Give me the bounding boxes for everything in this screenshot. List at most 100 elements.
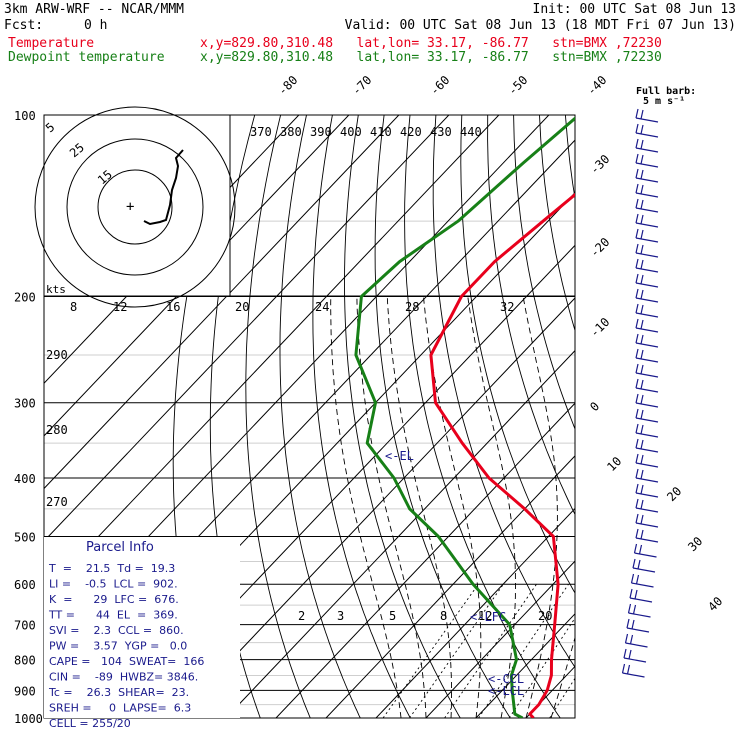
isotherm-label: -70 [349, 73, 374, 98]
parcel-row: SVI = 2.3 CCL = 860. [49, 624, 184, 637]
wind-barb-flag [640, 184, 644, 195]
wind-barb-flag [635, 333, 639, 344]
moist-adiabat-line [467, 296, 516, 718]
isotherm-label: -30 [587, 152, 612, 177]
wind-barb [635, 468, 659, 483]
wind-barb-flag [635, 528, 639, 539]
wind-barb-flag [635, 348, 639, 359]
wind-barb [635, 348, 659, 363]
wind-barb-staff [635, 147, 659, 153]
wind-barb-flag [635, 318, 639, 329]
wind-barb-staff [635, 297, 659, 303]
wind-barb-flag [635, 453, 639, 464]
moist-adiabat-line [386, 296, 452, 718]
wind-barb [635, 183, 659, 198]
wind-barb [635, 423, 659, 438]
adiabat-label: 280 [46, 423, 68, 437]
wind-barb-flag [635, 288, 639, 299]
wind-barb-staff [635, 312, 659, 318]
wind-barb-staff [635, 327, 659, 333]
isotherm-line [225, 349, 575, 718]
ccl-marker: <-CCL [488, 672, 524, 686]
isotherm-line [275, 402, 575, 718]
dry-adiabat-line [312, 115, 411, 718]
dry-adiabat-line [374, 115, 511, 718]
wind-barb [635, 438, 659, 453]
wind-barb [632, 558, 656, 573]
lcl-marker: <-LCL [488, 684, 524, 698]
parcel-title: Parcel Info [86, 540, 154, 555]
isotherm-line [425, 560, 575, 718]
wind-barb-staff [635, 252, 659, 258]
theta-label: 420 [400, 125, 422, 139]
wind-barb-flag [624, 633, 629, 644]
wind-barb-staff [635, 132, 659, 138]
wind-barb [627, 603, 651, 618]
wind-barb-flag [640, 454, 644, 465]
wind-barb-staff [625, 642, 648, 648]
wind-barb-staff [635, 537, 659, 543]
pressure-tick-label: 900 [14, 684, 36, 698]
wind-barb-flag [638, 544, 643, 555]
wind-barb-flag [630, 573, 635, 584]
wind-barb-flag [623, 648, 627, 659]
wind-barb [635, 258, 659, 273]
wind-barb [635, 513, 659, 528]
mixing-ratio-label: 8 [440, 609, 447, 623]
wind-barb [635, 303, 659, 318]
wind-barb [635, 483, 659, 498]
hodograph-ring [66, 138, 204, 276]
wind-barb [630, 573, 654, 588]
dry-adiabat-line [513, 115, 575, 431]
wind-barb-staff [635, 492, 659, 498]
model-title: 3km ARW-WRF -- NCAR/MMM [4, 2, 185, 17]
wind-barb-flag [635, 183, 639, 194]
isotherm-line [676, 115, 740, 718]
wind-barb-flag [635, 483, 639, 494]
wind-barb-flag [640, 349, 644, 360]
dry-adiabat-line [432, 115, 575, 669]
isotherm-label: 0 [587, 399, 602, 414]
isotherm-line [44, 115, 350, 437]
pressure-tick-label: 600 [14, 578, 36, 592]
wind-barb-staff [635, 447, 659, 453]
dry-adiabat-line [539, 115, 575, 332]
temperature-location: x,y=829.80,310.48 lat,lon= 33.17, -86.77… [200, 36, 662, 51]
hodograph-speed-tick: 24 [315, 300, 329, 314]
plot-border [43, 114, 576, 719]
pressure-tick-label: 700 [14, 619, 36, 633]
moist-adiabat-line [522, 296, 558, 718]
parcel-row: T = 21.5 Td = 19.3 [48, 562, 175, 575]
wind-barb-flag [635, 213, 639, 224]
wind-barb-staff [635, 462, 659, 468]
wind-barb [635, 363, 659, 378]
wind-barb-flag [640, 109, 644, 120]
isotherm-label: 20 [664, 484, 684, 504]
wind-barb [635, 408, 659, 423]
pressure-tick-label: 500 [14, 530, 36, 544]
wind-barb [633, 543, 657, 558]
dry-adiabat-line [344, 115, 461, 718]
wind-barb [635, 123, 659, 138]
wind-barb-flag [640, 139, 644, 150]
theta-label: 410 [370, 125, 392, 139]
wind-barb-staff [635, 177, 659, 183]
dewpoint-location: x,y=829.80,310.48 lat,lon= 33.17, -86.77… [200, 50, 662, 65]
isotherm-label: -60 [427, 73, 452, 98]
isotherm-line [576, 115, 740, 718]
parcel-info-box: Parcel Info T = 21.5 Td = 19.3 LI = -0.5 L… [44, 537, 240, 730]
isotherm-line [44, 115, 500, 595]
theta-label: 430 [430, 125, 452, 139]
mixing-ratio-line [409, 583, 504, 718]
wind-barb-flag [635, 513, 639, 524]
isotherm-label: 10 [604, 454, 624, 474]
hodograph-ring [34, 106, 236, 308]
hodograph-speed-tick: 12 [113, 300, 127, 314]
wind-barb-staff [635, 477, 659, 483]
wind-barb-flag [640, 124, 644, 135]
mixing-ratio-line [382, 583, 479, 718]
valid-time: Valid: 00 UTC Sat 08 Jun 13 (18 MDT Fri … [344, 18, 736, 33]
isotherm-line [175, 297, 575, 718]
wind-barb-flag [640, 319, 644, 330]
